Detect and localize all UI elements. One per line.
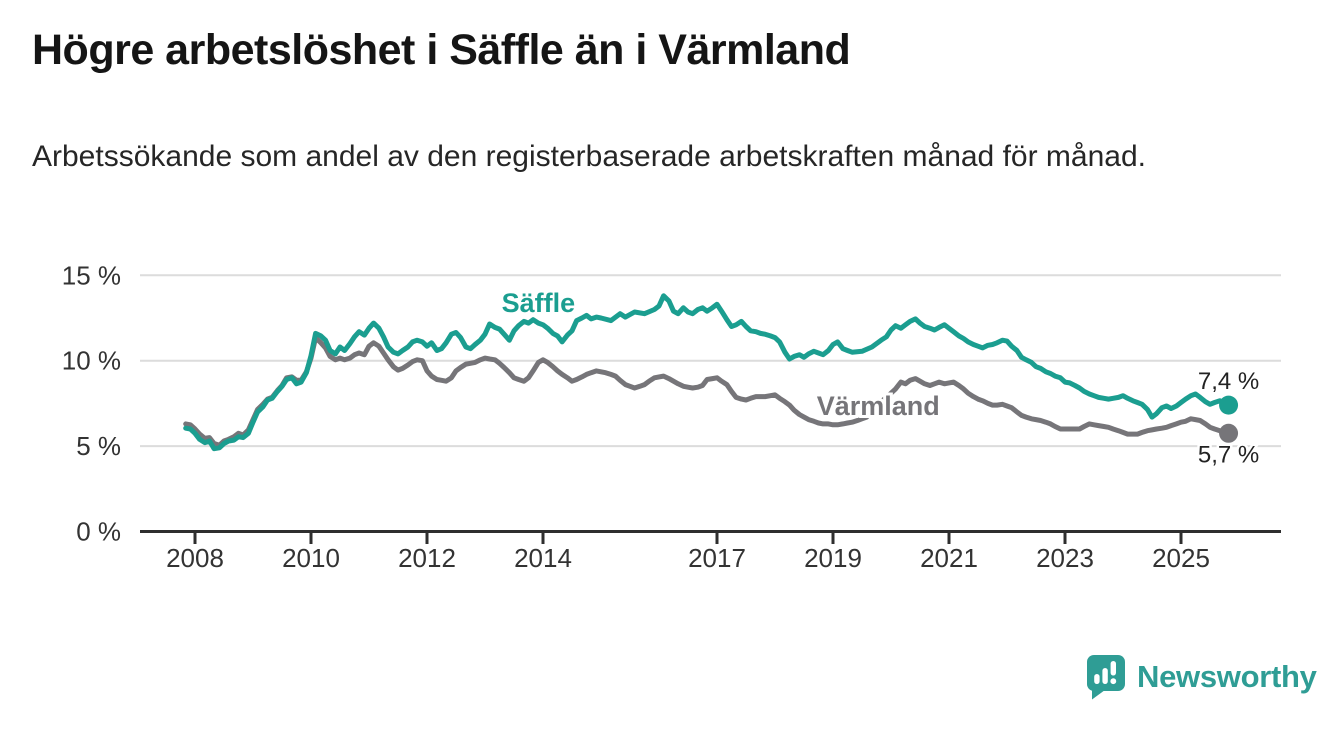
- end-dot-säffle: [1219, 395, 1239, 415]
- x-tick-label: 2008: [166, 543, 224, 573]
- y-tick-label: 10 %: [62, 346, 121, 376]
- y-tick-label: 5 %: [76, 431, 121, 461]
- x-tick-label: 2023: [1036, 543, 1094, 573]
- chart-subtitle: Arbetssökande som andel av den registerb…: [32, 140, 1146, 173]
- series-label-säffle: Säffle: [502, 288, 576, 318]
- series-label-värmland: Värmland: [817, 391, 940, 421]
- speech-bubble-bar-chart-icon: [1087, 655, 1125, 700]
- x-tick-label: 2012: [398, 543, 456, 573]
- end-dot-värmland: [1219, 423, 1239, 443]
- y-tick-label: 0 %: [76, 517, 121, 547]
- page-title: Högre arbetslöshet i Säffle än i Värmlan…: [32, 26, 851, 74]
- brand-footer: Newsworthy: [1086, 654, 1317, 700]
- x-tick-label: 2021: [920, 543, 978, 573]
- series-line-värmland: [183, 335, 1232, 448]
- x-tick-label: 2014: [514, 543, 572, 573]
- x-tick-label: 2025: [1152, 543, 1210, 573]
- end-value-label-värmland: 5,7 %: [1198, 441, 1259, 468]
- x-tick-label: 2019: [804, 543, 862, 573]
- x-tick-label: 2010: [282, 543, 340, 573]
- brand-name: Newsworthy: [1137, 659, 1317, 694]
- y-tick-label: 15 %: [62, 260, 121, 290]
- end-value-label-säffle: 7,4 %: [1198, 368, 1259, 395]
- x-tick-label: 2017: [688, 543, 746, 573]
- series-line-säffle: [183, 293, 1232, 452]
